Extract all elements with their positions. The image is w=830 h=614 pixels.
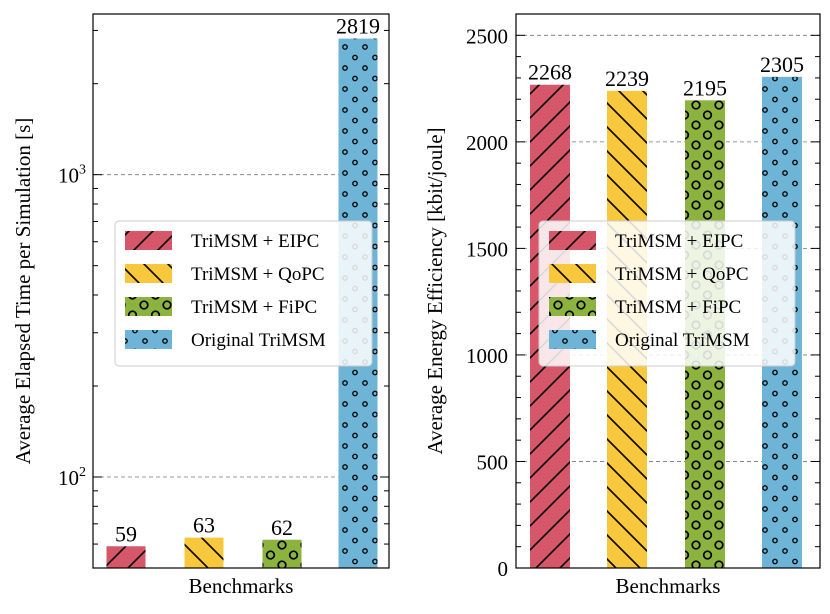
bar-eipc	[106, 546, 146, 568]
legend-label-qopc: TriMSM + QoPC	[191, 264, 325, 285]
y-tick-label: 103	[58, 163, 86, 188]
left-y-axis-label: Average Elapsed Time per Simulation [s]	[11, 118, 35, 465]
legend-label-qopc: TriMSM + QoPC	[615, 264, 749, 285]
left-legend: TriMSM + EIPC TriMSM + QoPC TriMSM + FiPC O…	[114, 220, 373, 367]
legend-swatch-original	[549, 330, 596, 349]
bar-qopc	[184, 537, 224, 568]
right-y-axis-label: Average Energy Efficiency [kbit/joule]	[423, 127, 447, 454]
y-tick-label: 1000	[466, 344, 508, 368]
value-label-qopc: 63	[193, 513, 215, 538]
legend-frame	[114, 220, 373, 367]
right-value-labels: 2268 2239 2195 2305	[528, 52, 804, 100]
value-label-eipc: 2268	[528, 60, 572, 85]
left-ticks: 102 103	[58, 29, 389, 569]
right-legend: TriMSM + EIPC TriMSM + QoPC TriMSM + FiPC O…	[538, 220, 796, 367]
elapsed-time-chart: 59 63 62 2819 102 103 Average Elapsed Time p…	[11, 13, 390, 598]
legend-swatch-fipc	[549, 297, 596, 316]
left-value-labels: 59 63 62 2819	[115, 14, 380, 547]
y-tick-label: 2000	[466, 131, 508, 155]
legend-swatch-fipc	[125, 297, 172, 316]
legend-swatch-eipc	[125, 231, 172, 250]
y-tick-label: 102	[58, 465, 86, 490]
bar-fipc	[262, 539, 302, 568]
legend-label-original: Original TriMSM	[615, 330, 750, 351]
legend-label-fipc: TriMSM + FiPC	[191, 297, 317, 318]
value-label-original: 2819	[336, 14, 380, 39]
y-tick-label: 500	[477, 450, 509, 474]
value-label-fipc: 2195	[683, 75, 727, 100]
left-x-axis-label: Benchmarks	[189, 574, 294, 598]
left-plot-frame	[92, 13, 390, 569]
legend-swatch-qopc	[549, 264, 596, 283]
legend-swatch-original	[125, 330, 172, 349]
y-tick-label: 2500	[466, 24, 508, 48]
y-tick-label: 0	[498, 557, 509, 581]
right-plot-frame	[515, 13, 821, 569]
legend-frame	[538, 220, 796, 367]
legend-swatch-eipc	[549, 231, 596, 250]
value-label-eipc: 59	[115, 521, 137, 546]
legend-swatch-qopc	[125, 264, 172, 283]
legend-label-original: Original TriMSM	[191, 330, 326, 351]
legend-label-eipc: TriMSM + EIPC	[191, 231, 319, 252]
value-label-original: 2305	[760, 52, 804, 77]
legend-label-fipc: TriMSM + FiPC	[615, 297, 741, 318]
value-label-qopc: 2239	[605, 66, 649, 91]
right-ticks: 0 500 1000 1500 2000 2500	[466, 24, 820, 581]
y-tick-label: 1500	[466, 237, 508, 261]
energy-efficiency-chart: 2268 2239 2195 2305 0 500 1000 1500 2000 2500 Av…	[423, 13, 821, 598]
value-label-fipc: 62	[271, 515, 293, 540]
legend-label-eipc: TriMSM + EIPC	[615, 231, 743, 252]
right-x-axis-label: Benchmarks	[616, 574, 721, 598]
